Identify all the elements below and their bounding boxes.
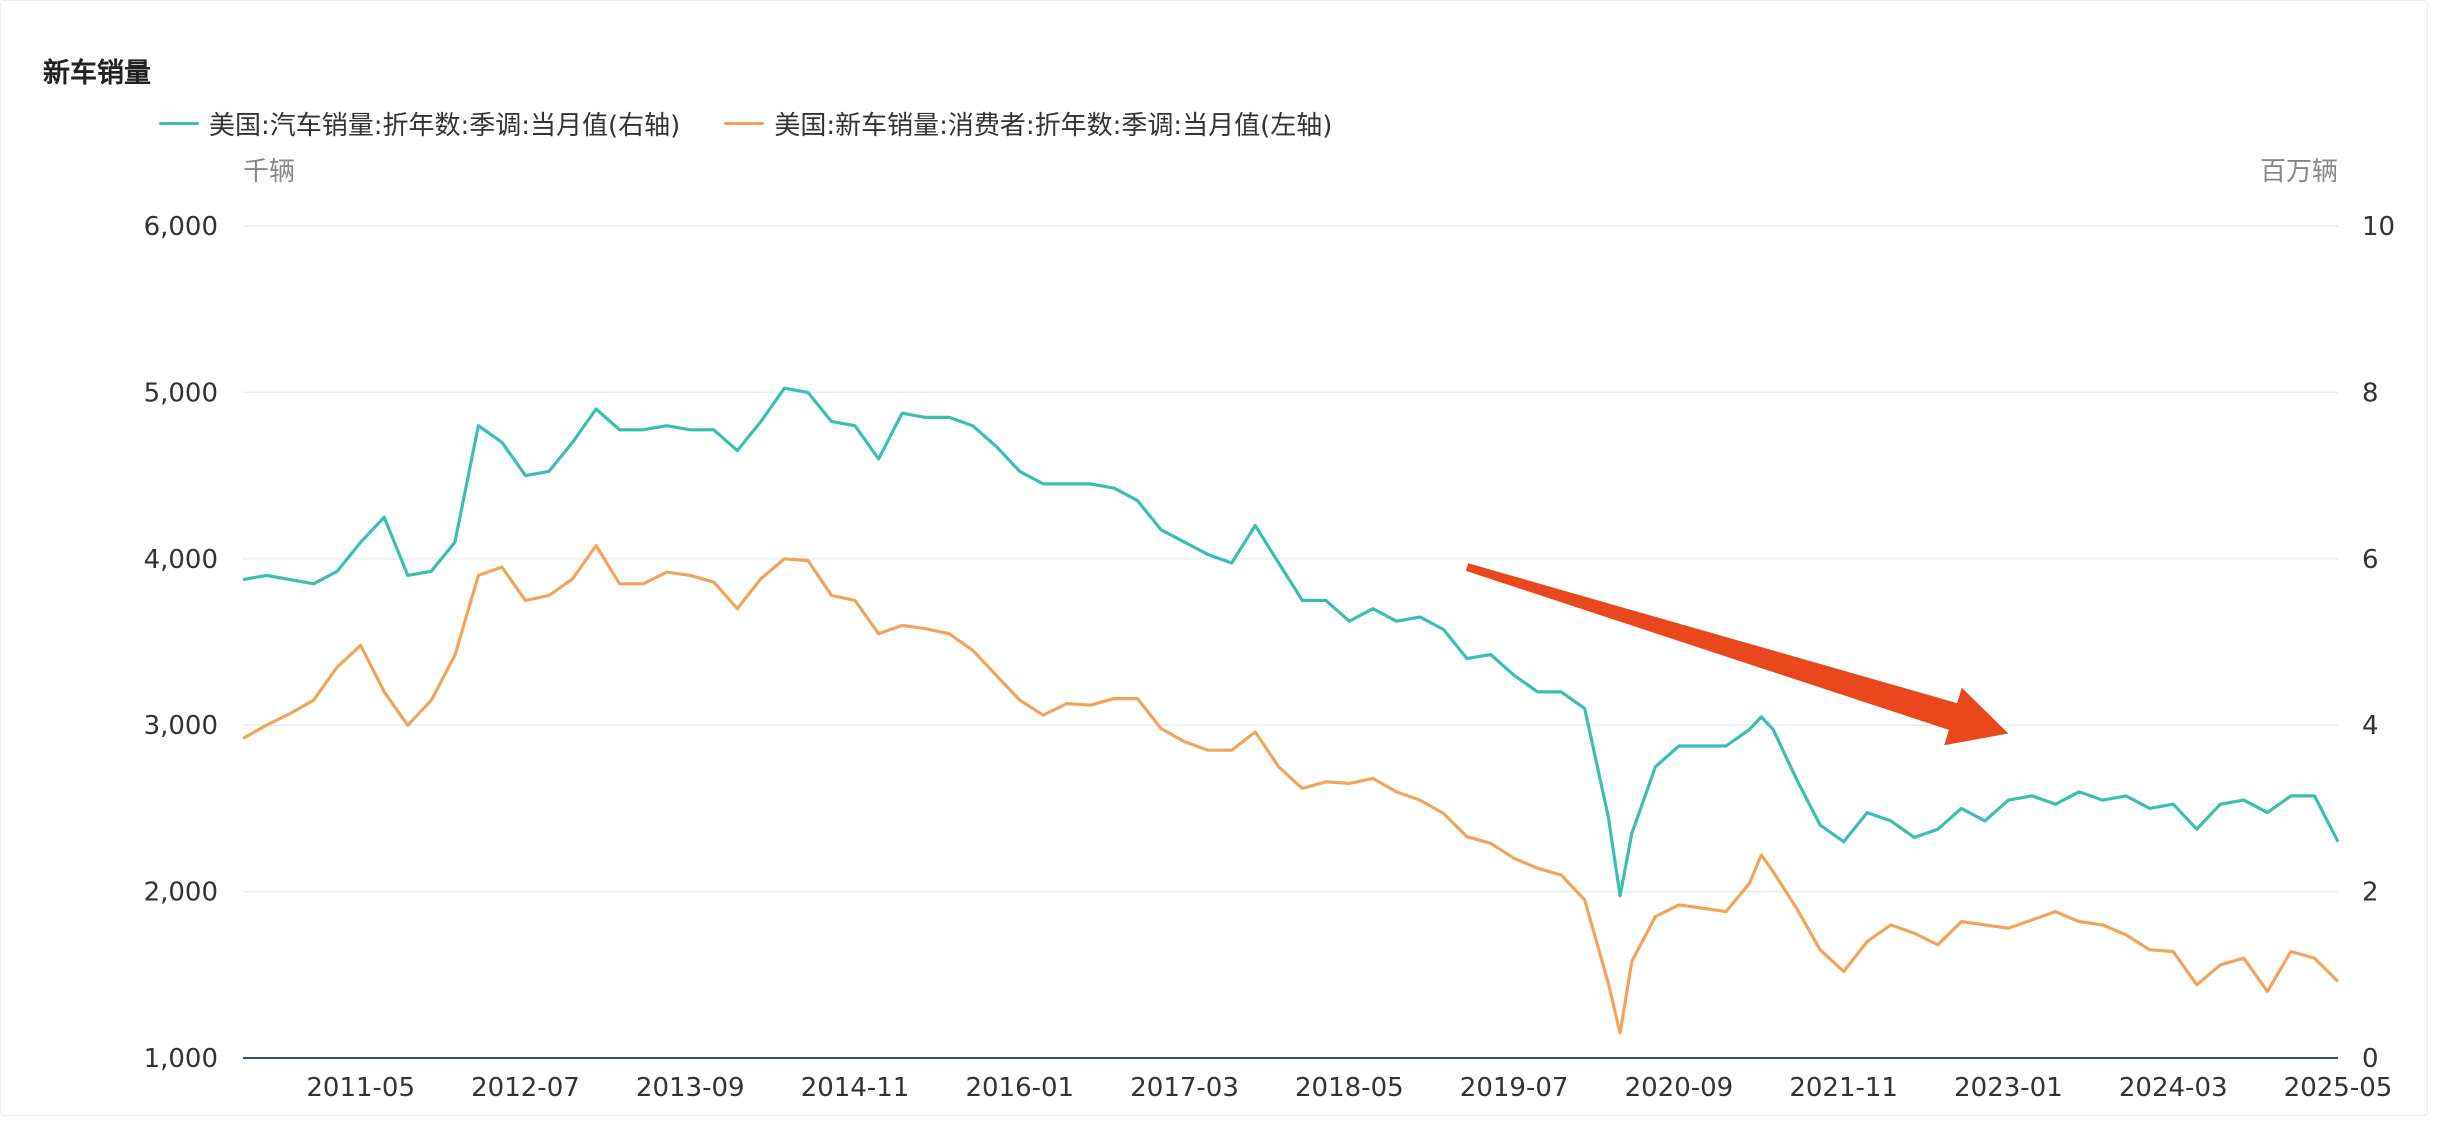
y-right-tick-label: 2	[2362, 878, 2379, 908]
x-tick-label: 2012-07	[471, 1073, 580, 1103]
y-left-tick-label: 3,000	[144, 711, 218, 741]
x-tick-label: 2016-01	[965, 1073, 1074, 1103]
y-left-tick-label: 6,000	[144, 212, 218, 242]
x-tick-label: 2018-05	[1295, 1073, 1404, 1103]
annotations	[1465, 563, 2009, 746]
legend-label-consumer: 美国:新车销量:消费者:折年数:季调:当月值(左轴)	[774, 111, 1333, 141]
y-right-tick-label: 10	[2362, 212, 2395, 242]
y-right-tick-label: 8	[2362, 378, 2379, 408]
series-line-total-sales	[242, 386, 2340, 898]
legend-item-consumer-sales[interactable]: 美国:新车销量:消费者:折年数:季调:当月值(左轴)	[724, 105, 1332, 142]
x-tick-label: 2024-03	[2119, 1073, 2228, 1103]
x-tick-label: 2017-03	[1130, 1073, 1239, 1103]
x-tick-label: 2021-11	[1789, 1073, 1898, 1103]
y-left-tick-label: 1,000	[144, 1044, 218, 1074]
y-right-tick-label: 0	[2362, 1044, 2379, 1074]
y-left-unit-label: 千辆	[243, 157, 295, 187]
legend-item-total-sales[interactable]: 美国:汽车销量:折年数:季调:当月值(右轴)	[159, 105, 680, 142]
x-tick-label: 2011-05	[306, 1073, 415, 1103]
x-tick-label: 2020-09	[1625, 1073, 1734, 1103]
x-tick-label: 2025-05	[2284, 1073, 2393, 1103]
x-tick-label: 2014-11	[801, 1073, 910, 1103]
y-axis-left: 6,000 5,000 4,000 3,000 2,000 1,000	[144, 212, 218, 1074]
grid-lines	[243, 225, 2338, 1059]
x-tick-label: 2013-09	[636, 1073, 745, 1103]
y-left-tick-label: 2,000	[144, 878, 218, 908]
y-left-tick-label: 5,000	[144, 378, 218, 408]
chart-title: 新车销量	[43, 58, 151, 89]
x-tick-label: 2019-07	[1460, 1073, 1569, 1103]
y-right-tick-label: 6	[2362, 545, 2379, 575]
series-line-consumer-sales	[242, 543, 2340, 1035]
y-left-tick-label: 4,000	[144, 545, 218, 575]
y-axis-right: 10 8 6 4 2 0	[2362, 212, 2395, 1074]
y-right-tick-label: 4	[2362, 711, 2379, 741]
legend-swatch-consumer	[724, 122, 765, 125]
x-axis: 2011-05 2012-07 2013-09 2014-11 2016-01 2017-…	[306, 1073, 2392, 1103]
series-lines	[242, 386, 2340, 1035]
x-tick-label: 2023-01	[1954, 1073, 2063, 1103]
y-right-unit-label: 百万辆	[2260, 157, 2338, 187]
legend-swatch-total	[159, 122, 199, 125]
legend: 美国:汽车销量:折年数:季调:当月值(右轴) 美国:新车销量:消费者:折年数:季…	[159, 105, 1332, 142]
legend-label-total: 美国:汽车销量:折年数:季调:当月值(右轴)	[209, 111, 681, 141]
trend-arrow	[1465, 563, 2009, 746]
